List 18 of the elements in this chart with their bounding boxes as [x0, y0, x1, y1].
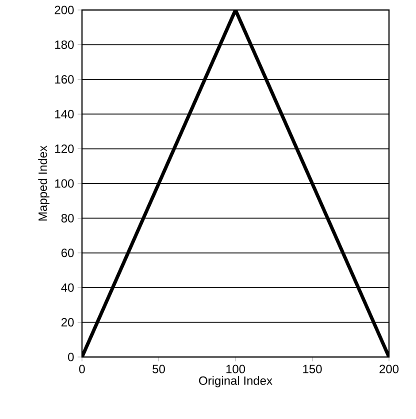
y-axis-title: Mapped Index	[38, 146, 50, 221]
y-tick-label: 180	[55, 40, 74, 49]
y-tick-label: 160	[55, 75, 74, 84]
x-tick-label: 200	[380, 364, 399, 374]
y-tick-label: 60	[61, 248, 74, 258]
y-tick-label: 200	[54, 6, 74, 14]
y-tick-label: 40	[61, 283, 74, 292]
x-tick-label: 0	[79, 364, 85, 374]
y-tick-label: 120	[55, 144, 74, 154]
x-tick-label: 150	[303, 364, 322, 374]
y-tick-label: 100	[55, 179, 74, 188]
x-tick-label: 50	[152, 364, 165, 374]
y-tick-label: 20	[61, 318, 74, 327]
y-tick-label: 80	[61, 214, 74, 222]
x-tick-label: 100	[226, 364, 246, 374]
y-tick-label: 140	[55, 110, 74, 118]
x-axis-title: Original Index	[199, 376, 272, 388]
y-tick-label: 0	[68, 352, 74, 362]
